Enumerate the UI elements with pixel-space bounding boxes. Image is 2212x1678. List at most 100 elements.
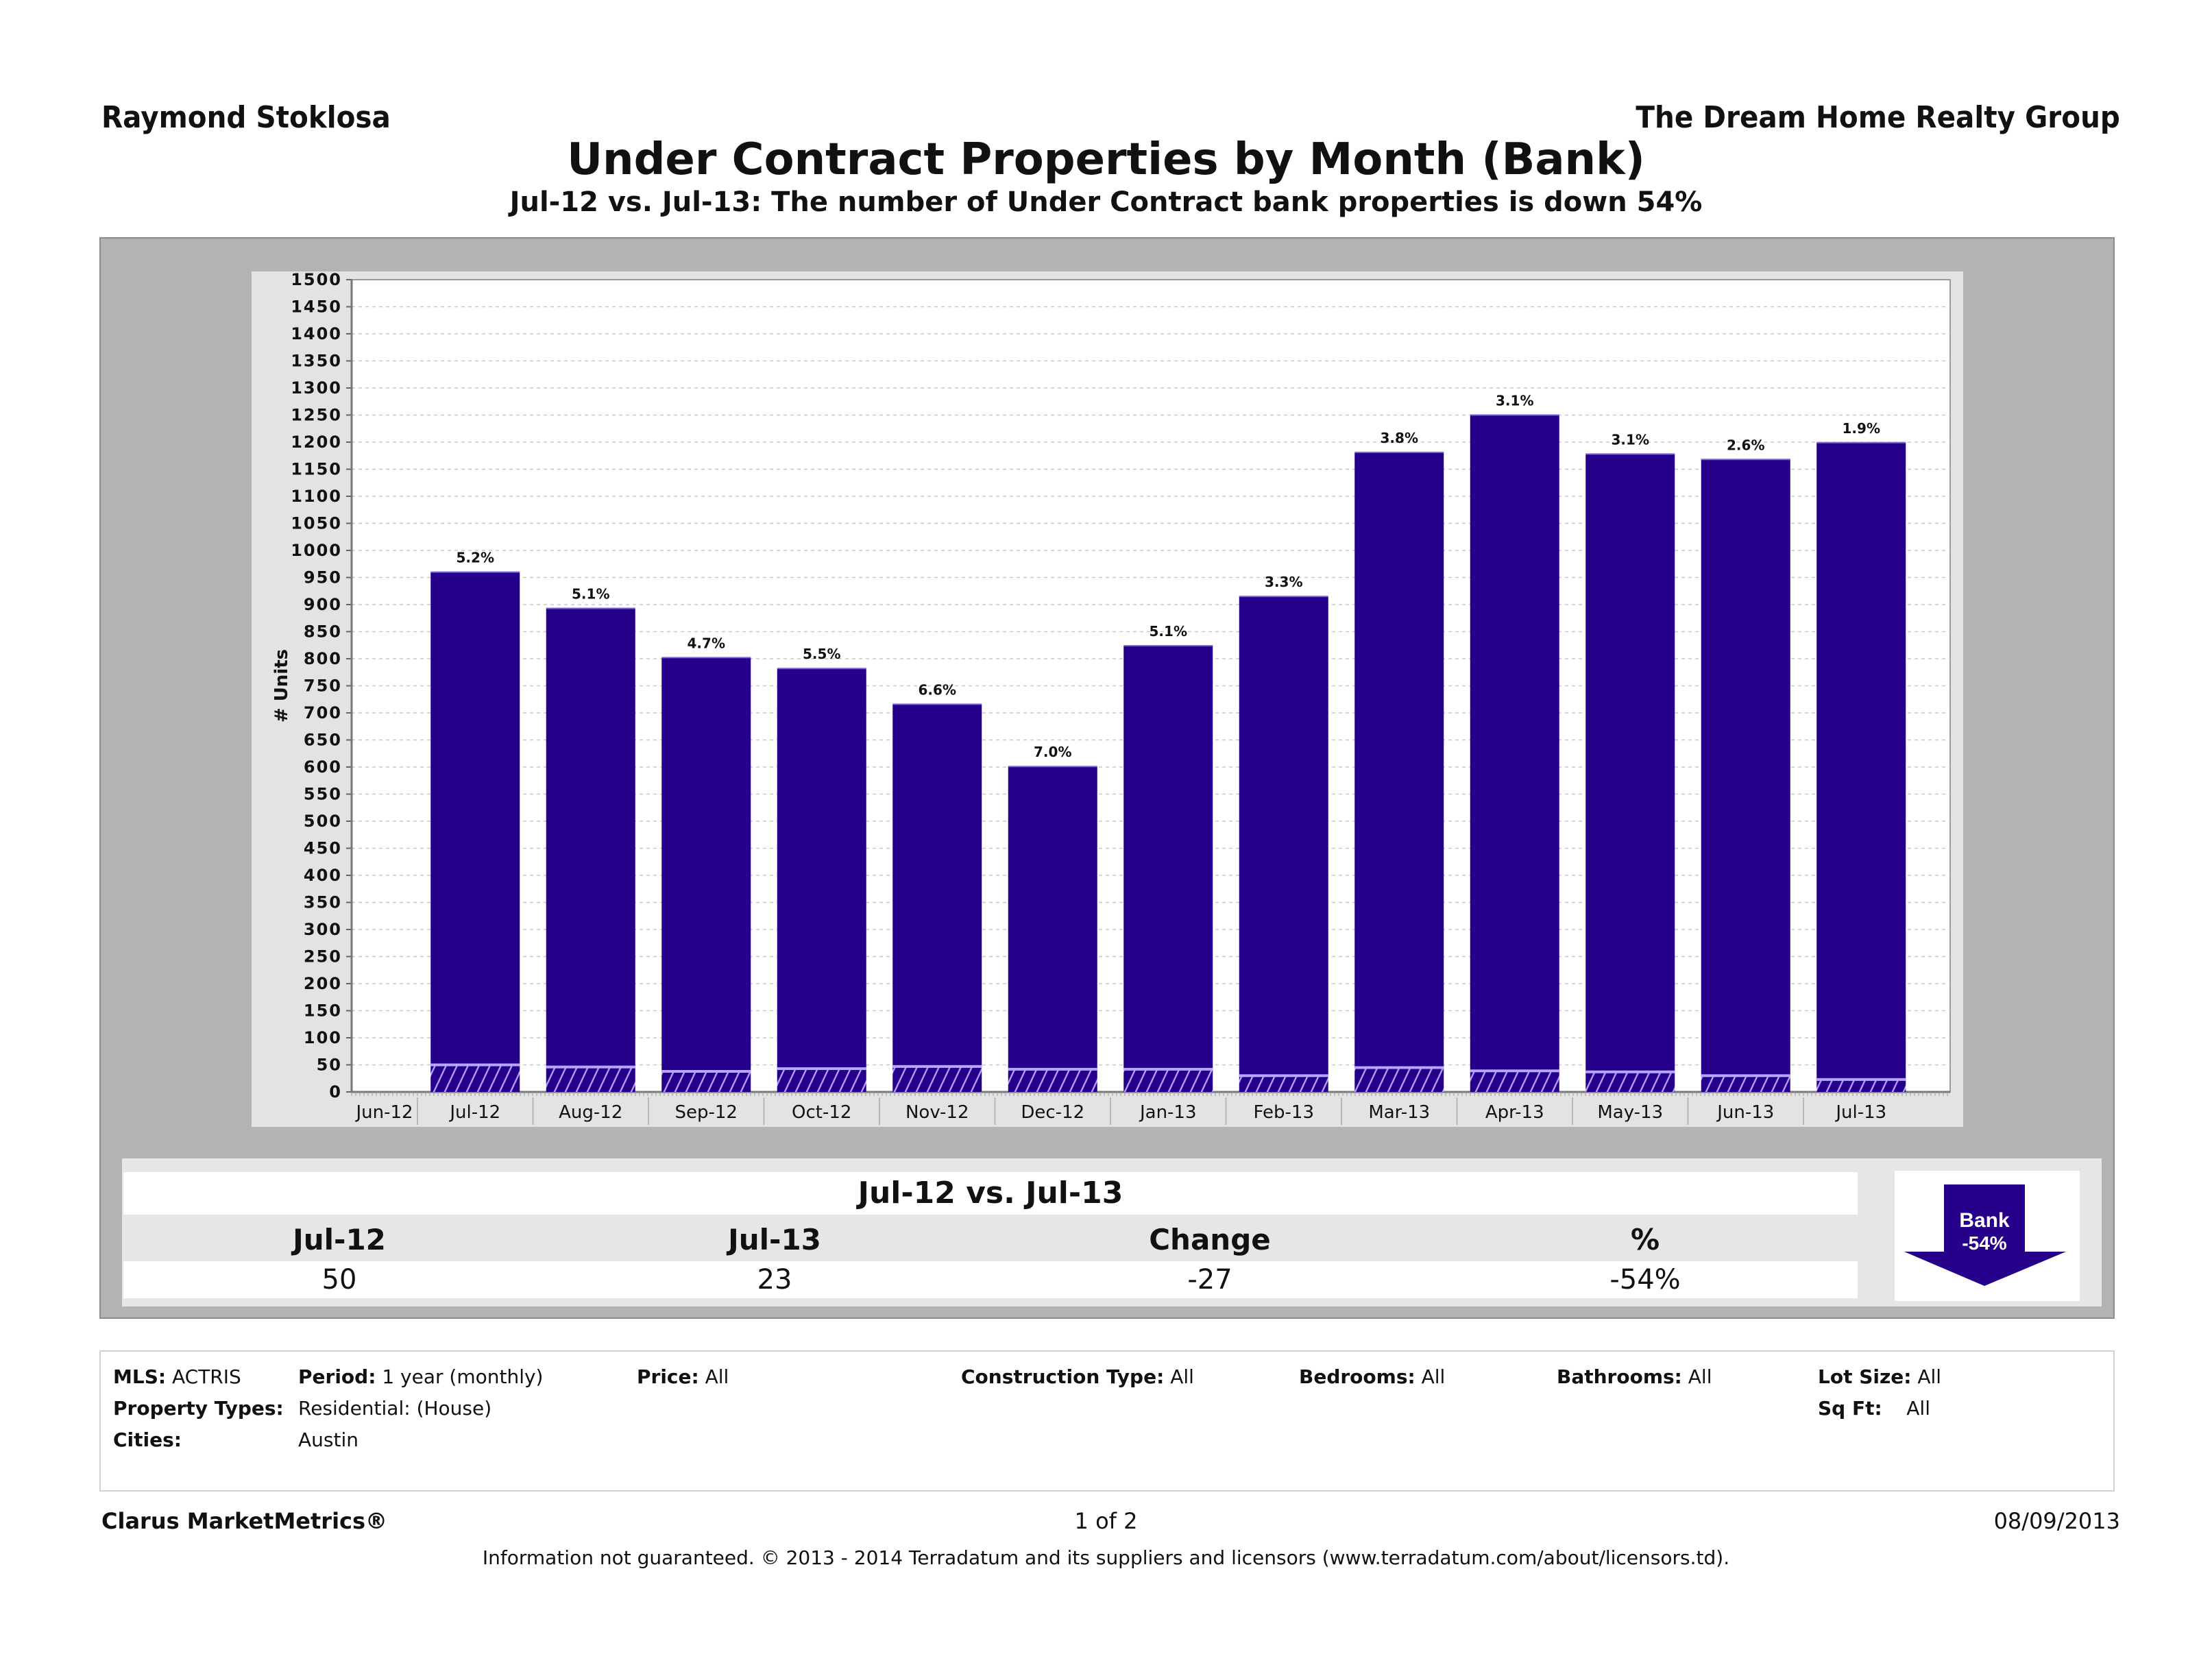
y-tick-label: 0 bbox=[329, 1082, 342, 1102]
y-tick-label: 350 bbox=[304, 893, 342, 912]
data-label: 5.5% bbox=[803, 646, 840, 662]
chart-title: Under Contract Properties by Month (Bank… bbox=[567, 134, 1645, 185]
data-label: 3.3% bbox=[1265, 574, 1302, 590]
bar-bank bbox=[1585, 1071, 1675, 1092]
criteria-box: MLS: ACTRIS Period: 1 year (monthly) Pri… bbox=[99, 1350, 2115, 1492]
y-tick-label: 1050 bbox=[291, 514, 342, 533]
data-label: 1.9% bbox=[1843, 420, 1880, 437]
criteria-proptypes-label: Property Types: bbox=[113, 1397, 284, 1420]
data-label: 4.7% bbox=[688, 635, 725, 651]
report-date: 08/09/2013 bbox=[1993, 1508, 2120, 1534]
bar-bank bbox=[777, 1069, 866, 1092]
badge-label: Bank bbox=[1959, 1209, 2010, 1232]
y-tick-label: 1400 bbox=[291, 324, 342, 343]
criteria-cities-value: Austin bbox=[298, 1428, 358, 1451]
x-tick-label: May-13 bbox=[1597, 1102, 1663, 1123]
y-tick-label: 700 bbox=[304, 703, 342, 722]
summary-col-jul12: Jul-12 bbox=[293, 1223, 386, 1256]
y-tick-label: 550 bbox=[304, 785, 342, 804]
y-tick-label: 1000 bbox=[291, 541, 342, 560]
criteria-bedrooms-value: All bbox=[1421, 1365, 1446, 1388]
x-tick-label: Apr-13 bbox=[1485, 1102, 1544, 1123]
y-tick-label: 100 bbox=[304, 1028, 342, 1047]
y-tick-label: 400 bbox=[304, 866, 342, 885]
y-tick-label: 150 bbox=[304, 1001, 342, 1021]
data-label: 2.6% bbox=[1727, 437, 1764, 453]
criteria-mls: MLS: ACTRIS bbox=[113, 1365, 241, 1388]
y-tick-label: 1500 bbox=[291, 271, 342, 289]
y-axis-label: # Units bbox=[271, 649, 292, 722]
bar-total bbox=[1123, 646, 1213, 1069]
bar-total bbox=[1585, 454, 1675, 1072]
x-tick-label: Sep-12 bbox=[675, 1102, 738, 1123]
criteria-lotsize-label: Lot Size: bbox=[1818, 1365, 1912, 1388]
criteria-lotsize: Lot Size: All bbox=[1818, 1365, 1941, 1388]
criteria-bathrooms-value: All bbox=[1688, 1365, 1712, 1388]
bar-bank bbox=[1701, 1075, 1790, 1092]
x-tick-label: Feb-13 bbox=[1254, 1102, 1315, 1123]
data-label: 3.1% bbox=[1612, 431, 1649, 448]
summary-col-change: Change bbox=[1149, 1223, 1271, 1256]
criteria-construction-value: All bbox=[1170, 1365, 1194, 1388]
x-tick-label: Aug-12 bbox=[559, 1102, 622, 1123]
criteria-price-label: Price: bbox=[637, 1365, 699, 1388]
data-label: 5.1% bbox=[572, 586, 609, 603]
bar-bank bbox=[1239, 1075, 1328, 1092]
x-tick-label: Jan-13 bbox=[1139, 1102, 1197, 1123]
criteria-construction: Construction Type: All bbox=[961, 1365, 1194, 1388]
bar-bank bbox=[1816, 1079, 1906, 1092]
x-tick-label: Oct-12 bbox=[792, 1102, 851, 1123]
data-label: 6.6% bbox=[919, 681, 956, 698]
y-tick-label: 600 bbox=[304, 757, 342, 777]
disclaimer: Information not guaranteed. © 2013 - 201… bbox=[482, 1546, 1730, 1569]
y-tick-label: 1200 bbox=[291, 433, 342, 452]
x-tick-label: Nov-12 bbox=[906, 1102, 969, 1123]
criteria-price: Price: All bbox=[637, 1365, 729, 1388]
y-tick-label: 950 bbox=[304, 568, 342, 587]
x-tick-label: Jul-13 bbox=[1834, 1102, 1886, 1123]
criteria-sqft-value: All bbox=[1906, 1397, 1930, 1420]
bar-bank bbox=[546, 1067, 635, 1092]
criteria-sqft: Sq Ft: All bbox=[1818, 1397, 1930, 1420]
criteria-property-types-value: Residential: (House) bbox=[298, 1397, 492, 1420]
data-label: 7.0% bbox=[1034, 744, 1071, 760]
y-tick-label: 850 bbox=[304, 622, 342, 642]
bar-total bbox=[1816, 442, 1906, 1080]
summary-value-jul13: 23 bbox=[757, 1264, 792, 1296]
y-tick-label: 650 bbox=[304, 731, 342, 750]
bar-total bbox=[1008, 766, 1097, 1069]
criteria-period-value: 1 year (monthly) bbox=[382, 1365, 544, 1388]
y-tick-label: 300 bbox=[304, 920, 342, 939]
change-badge: Bank -54% bbox=[1895, 1171, 2080, 1301]
data-label: 5.2% bbox=[457, 550, 494, 566]
criteria-period: Period: 1 year (monthly) bbox=[298, 1365, 543, 1388]
summary-values-row bbox=[123, 1261, 1858, 1298]
bar-total bbox=[892, 704, 982, 1067]
y-tick-label: 50 bbox=[317, 1056, 342, 1075]
criteria-bathrooms-label: Bathrooms: bbox=[1557, 1365, 1682, 1388]
criteria-cities-label: Cities: bbox=[113, 1428, 182, 1451]
data-label: 3.1% bbox=[1496, 393, 1533, 409]
bar-total bbox=[777, 668, 866, 1069]
criteria-bedrooms-label: Bedrooms: bbox=[1299, 1365, 1415, 1388]
criteria-bedrooms: Bedrooms: All bbox=[1299, 1365, 1445, 1388]
x-tick-label: Jun-12 bbox=[354, 1102, 413, 1123]
page-number: 1 of 2 bbox=[1074, 1508, 1138, 1534]
bar-total bbox=[1354, 452, 1444, 1068]
brand-name: Clarus MarketMetrics® bbox=[101, 1508, 388, 1534]
bar-total bbox=[1470, 415, 1559, 1071]
y-tick-label: 500 bbox=[304, 812, 342, 831]
criteria-period-label: Period: bbox=[298, 1365, 376, 1388]
criteria-lotsize-value: All bbox=[1917, 1365, 1942, 1388]
summary-value-percent: -54% bbox=[1609, 1264, 1681, 1296]
criteria-price-value: All bbox=[705, 1365, 729, 1388]
x-tick-label: Jul-12 bbox=[448, 1102, 500, 1123]
y-tick-label: 1350 bbox=[291, 352, 342, 371]
bar-bank bbox=[661, 1071, 751, 1092]
summary-value-jul12: 50 bbox=[321, 1264, 357, 1296]
summary-value-change: -27 bbox=[1187, 1264, 1232, 1296]
down-arrow-icon: Bank -54% bbox=[1904, 1184, 2066, 1286]
y-tick-label: 450 bbox=[304, 839, 342, 858]
y-tick-label: 250 bbox=[304, 947, 342, 966]
y-tick-label: 900 bbox=[304, 595, 342, 614]
